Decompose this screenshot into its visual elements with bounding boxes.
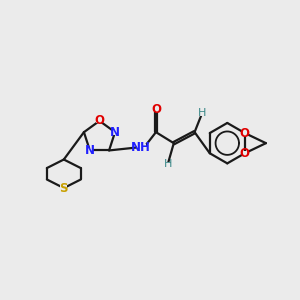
Bar	[96, 118, 103, 123]
Bar	[60, 185, 68, 191]
Text: S: S	[60, 182, 68, 194]
Text: N: N	[85, 144, 95, 157]
Bar	[87, 148, 93, 153]
Text: O: O	[94, 114, 104, 128]
Bar	[112, 130, 118, 135]
Bar	[153, 107, 159, 112]
Text: N: N	[110, 126, 120, 139]
Bar	[136, 144, 146, 150]
Bar	[165, 162, 170, 166]
Text: H: H	[164, 159, 172, 169]
Bar	[242, 130, 248, 136]
Text: O: O	[240, 147, 250, 160]
Text: O: O	[151, 103, 161, 116]
Bar	[242, 151, 248, 156]
Bar	[199, 111, 205, 116]
Text: O: O	[240, 127, 250, 140]
Text: NH: NH	[131, 140, 151, 154]
Text: H: H	[198, 108, 206, 118]
